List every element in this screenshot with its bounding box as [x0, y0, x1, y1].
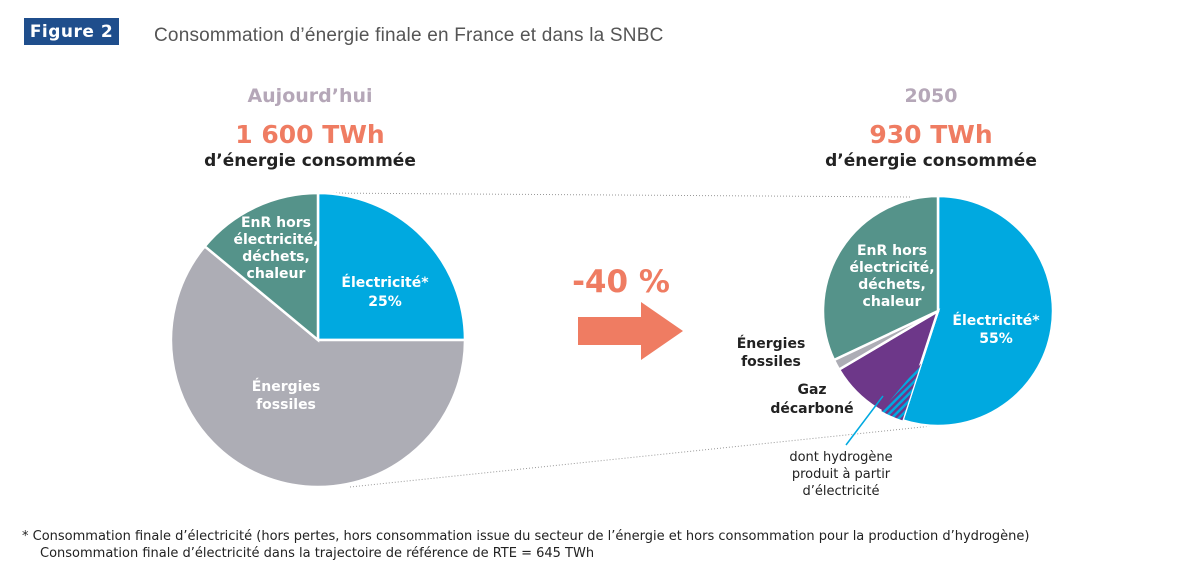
value-2050-electricite: 55% [979, 331, 1013, 347]
label-today-enr: EnR hors électricité, déchets, chaleur [233, 215, 318, 282]
slice-today-electricite [316, 191, 467, 342]
period-2050: 2050 [905, 85, 958, 107]
slice-2050-electricite [900, 194, 1055, 428]
period-today: Aujourd’hui [247, 85, 372, 107]
slice-2050-enr [821, 194, 940, 362]
reduction-label: -40 % [572, 264, 670, 300]
figure-title: Consommation d’énergie finale en France … [154, 25, 664, 46]
total-2050: 930 TWh [869, 120, 992, 149]
pie-today [169, 191, 467, 489]
label-2050-enr: EnR hors électricité, déchets, chaleur [849, 243, 934, 310]
arrow-icon [578, 302, 683, 360]
total-today-sub: d’énergie consommée [204, 151, 416, 171]
value-today-electricite: 25% [368, 294, 402, 310]
label-2050-gaz: Gaz décarboné [770, 382, 853, 417]
label-today-fossiles: Énergies fossiles [252, 378, 321, 413]
hydrogen-note: dont hydrogène produit à partir d’électric… [789, 450, 892, 499]
connector-top [317, 192, 913, 198]
slice-today-enr [202, 191, 320, 343]
footnote-line-2: Consommation finale d’électricité dans l… [40, 546, 595, 561]
label-2050-fossiles: Énergies fossiles [737, 335, 806, 370]
hydrogen-leader [845, 395, 884, 446]
footnote: * Consommation finale d’électricité (hor… [22, 528, 1029, 562]
label-2050-electricite: Électricité* [952, 312, 1040, 329]
label-today-electricite: Électricité* [341, 274, 429, 291]
figure-badge: Figure 2 [24, 18, 119, 45]
footnote-line-1: * Consommation finale d’électricité (hor… [22, 529, 1030, 544]
slice-today-fossiles [169, 244, 467, 489]
hydrogen-hatch [881, 363, 921, 421]
total-today: 1 600 TWh [235, 120, 384, 149]
total-2050-sub: d’énergie consommée [825, 151, 1037, 171]
pie-2050 [821, 194, 1055, 428]
